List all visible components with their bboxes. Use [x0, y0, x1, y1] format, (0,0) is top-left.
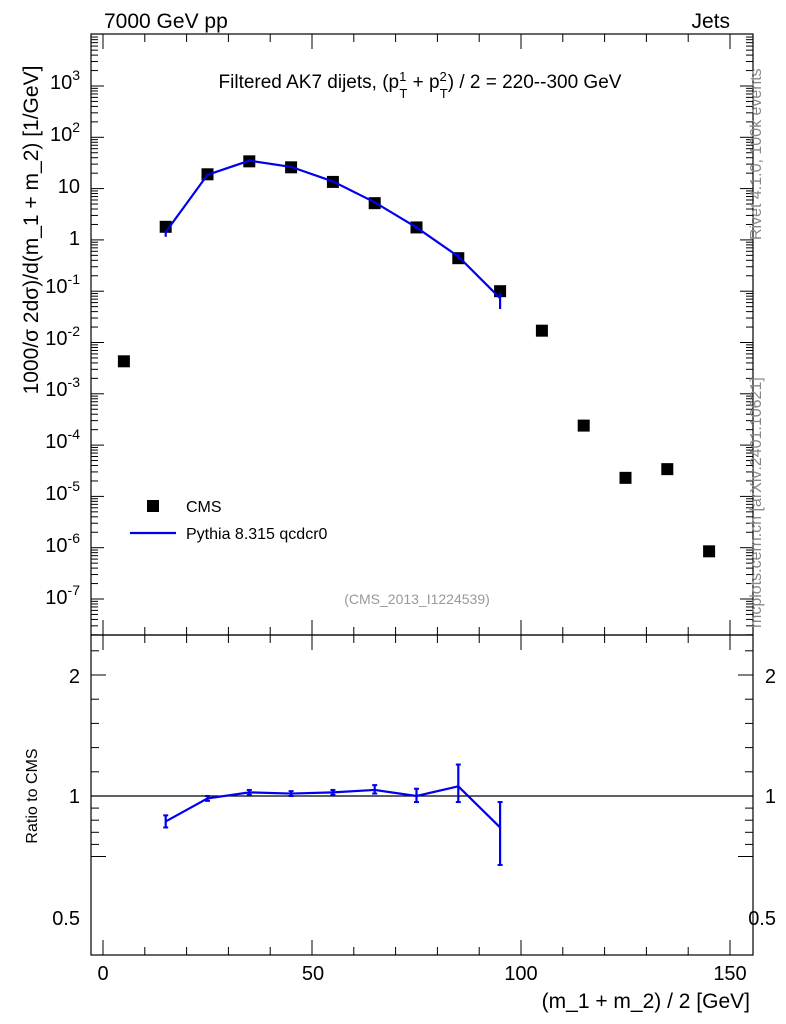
cms-data-point: [619, 471, 632, 484]
analysis-id-label: (CMS_2013_I1224539): [344, 591, 490, 607]
y-tick-label-1e3: 103: [50, 67, 80, 94]
cms-data-point: [661, 463, 674, 476]
y-tick-label-10: 10: [58, 176, 80, 198]
y-tick-label-1e-5: 10-5: [45, 478, 80, 505]
ratio-tick-label-left-0.5: 0.5: [52, 908, 80, 930]
ratio-tick-label-left-2: 2: [69, 666, 80, 688]
process-label: Jets: [691, 10, 730, 33]
ratio-plot-frame: [90, 634, 754, 956]
ratio-tick-label-right-0.5: 0.5: [748, 908, 776, 930]
main-plot-frame: [90, 33, 754, 636]
y-tick-label-1e-7: 10-7: [45, 582, 80, 609]
cms-data-point: [535, 324, 548, 337]
ratio-y-axis-title: Ratio to CMS: [24, 748, 41, 843]
y-tick-label-1e-4: 10-4: [45, 426, 80, 453]
data-marks: [117, 155, 716, 866]
legend-cms-label: CMS: [186, 499, 222, 516]
rivet-version-label: Rivet 4.1.0, 100k events: [748, 68, 765, 240]
cms-data-point: [117, 355, 130, 368]
mcplots-label: mcplots.cern.ch [arXiv:2401.10621]: [748, 377, 765, 628]
x-tick-label-50: 50: [302, 963, 324, 985]
plot-title: Filtered AK7 dijets, (p1 T + p2 T) / 2 = 2…: [219, 69, 622, 102]
legend: CMS Pythia 8.315 qcdcr0: [130, 499, 328, 543]
energy-label: 7000 GeV pp: [104, 10, 228, 33]
cms-data-point: [703, 545, 716, 558]
cms-data-point: [577, 419, 590, 432]
legend-cms-marker: [147, 500, 159, 512]
x-tick-label-150: 150: [713, 963, 746, 985]
ratio-tick-label-right-1: 1: [765, 786, 776, 808]
ratio-tick-label-right-2: 2: [765, 666, 776, 688]
y-axis-title: 1000/σ 2dσ)/d(m_1 + m_2) [1/GeV]: [20, 66, 43, 395]
x-tick-label-0: 0: [97, 963, 108, 985]
y-tick-label-1: 1: [69, 228, 80, 250]
y-tick-label-1e-3: 10-3: [45, 374, 80, 401]
y-tick-label-1e2: 102: [50, 119, 80, 146]
axis-ticks: [91, 34, 753, 955]
legend-pythia-label: Pythia 8.315 qcdcr0: [186, 526, 328, 543]
x-tick-label-100: 100: [504, 963, 537, 985]
y-tick-labels: 10-7 10-6 10-5 10-4 10-3 10-2 10-1 1 10 …: [45, 67, 80, 609]
ratio-tick-label-left-1: 1: [69, 786, 80, 808]
y-tick-label-1e-6: 10-6: [45, 530, 80, 557]
y-tick-label-1e-2: 10-2: [45, 323, 80, 350]
x-axis-title: (m_1 + m_2) / 2 [GeV]: [542, 990, 750, 1013]
y-tick-label-1e-1: 10-1: [45, 271, 80, 298]
